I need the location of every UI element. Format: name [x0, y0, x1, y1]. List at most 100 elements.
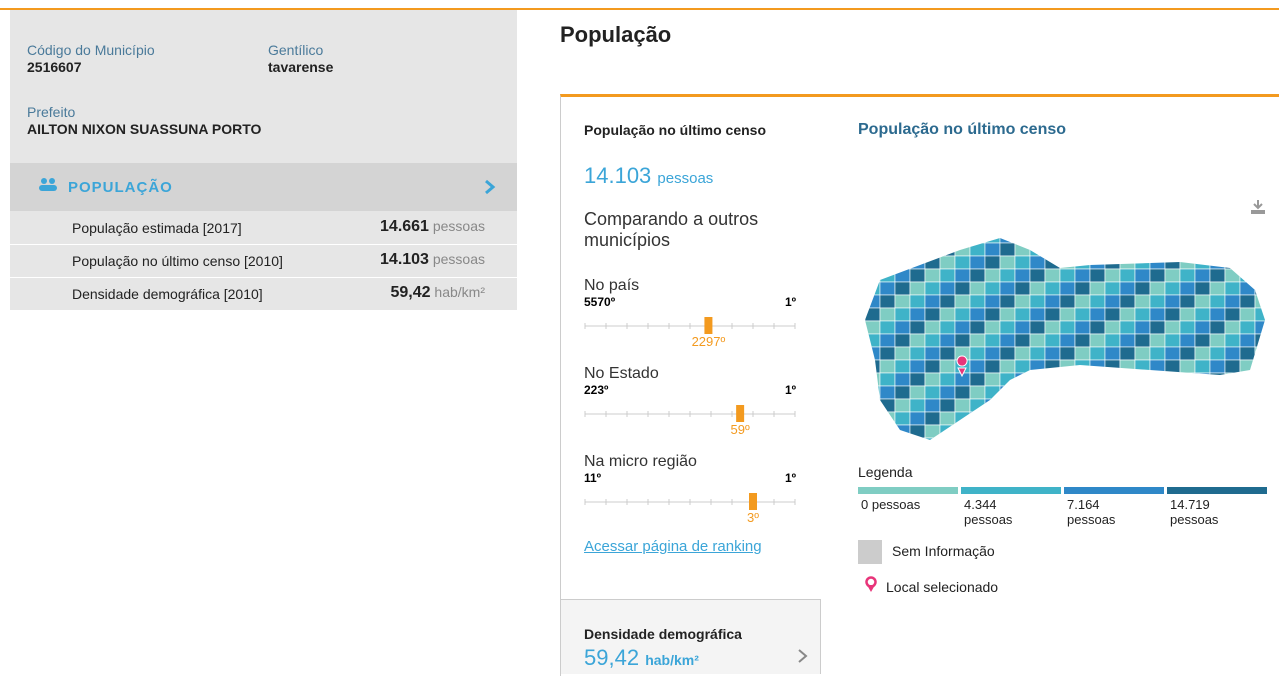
- ranking-max: 1º: [785, 471, 797, 485]
- map-region: [969, 281, 986, 296]
- map-region: [894, 346, 911, 361]
- map-region: [894, 359, 911, 374]
- map-region: [1194, 424, 1211, 439]
- map-region: [939, 424, 956, 439]
- map-region: [1179, 333, 1196, 348]
- map-region: [1179, 255, 1196, 270]
- map-region: [1134, 294, 1151, 309]
- map-region: [999, 281, 1016, 296]
- map-region: [1089, 437, 1106, 440]
- map-region: [1254, 346, 1265, 361]
- map-region: [1179, 242, 1196, 257]
- map-region: [865, 359, 866, 374]
- map-region: [1164, 255, 1181, 270]
- download-icon[interactable]: [1250, 199, 1266, 215]
- map-region: [865, 372, 881, 387]
- map-region: [1239, 333, 1256, 348]
- map-region: [894, 268, 911, 283]
- map-region: [1164, 346, 1181, 361]
- map-region: [1209, 281, 1226, 296]
- map-region: [1089, 307, 1106, 322]
- map-region: [1224, 238, 1241, 244]
- map-region: [1059, 398, 1076, 413]
- ranking-min: 11º: [584, 471, 602, 485]
- legend-swatch: [961, 487, 1061, 494]
- map-region: [1254, 437, 1265, 440]
- next-card[interactable]: [560, 599, 821, 674]
- row-value: 59,42: [390, 284, 431, 301]
- map-region: [1239, 346, 1256, 361]
- map-region: [1089, 320, 1106, 335]
- map-region: [1254, 359, 1265, 374]
- next-card-title: Densidade demográfica: [584, 626, 742, 642]
- slider-marker-label: 2297º: [692, 334, 726, 349]
- map-region: [1044, 411, 1061, 426]
- map-region: [865, 398, 866, 413]
- map-region: [1270, 438, 1275, 450]
- map-region: [1134, 398, 1151, 413]
- map-region: [924, 424, 941, 439]
- sidebar-row: População no último censo [2010] 14.103 p…: [10, 244, 517, 278]
- map-region: [1029, 255, 1046, 270]
- map-region: [1209, 372, 1226, 387]
- prefeito: AILTON NIXON SUASSUNA PORTO: [27, 121, 262, 137]
- map-region: [894, 255, 911, 270]
- map-region: [1074, 294, 1091, 309]
- map-region: [999, 320, 1016, 335]
- map-region: [1134, 385, 1151, 400]
- map-region: [909, 242, 926, 257]
- card: [560, 94, 1279, 676]
- map-region: [879, 359, 896, 374]
- map-region: [1254, 385, 1265, 400]
- map-region: [1059, 268, 1076, 283]
- map-region: [1224, 398, 1241, 413]
- map-region: [924, 268, 941, 283]
- map-region: [909, 398, 926, 413]
- map-region: [865, 411, 866, 426]
- map-region: [1164, 398, 1181, 413]
- map-region: [1224, 437, 1241, 440]
- card-value: 14.103: [584, 163, 652, 188]
- map-region: [1029, 333, 1046, 348]
- map-region: [909, 411, 926, 426]
- map-region: [954, 385, 971, 400]
- map-region: [1044, 333, 1061, 348]
- map-region: [999, 411, 1016, 426]
- map-region: [1164, 372, 1181, 387]
- map-region: [999, 238, 1016, 244]
- map-region: [1059, 320, 1076, 335]
- slider-marker-label: 3º: [747, 510, 759, 525]
- map-region: [984, 437, 1001, 440]
- row-unit: pessoas: [432, 251, 485, 267]
- slider-marker: [749, 493, 757, 510]
- map-region: [939, 359, 956, 374]
- ranking-link[interactable]: Acessar página de ranking: [584, 538, 762, 555]
- map-region: [1164, 307, 1181, 322]
- map-region: [924, 359, 941, 374]
- map-region: [1254, 238, 1265, 244]
- map-region: [1164, 294, 1181, 309]
- map-region: [879, 424, 896, 439]
- map-region: [969, 333, 986, 348]
- map-region: [1119, 281, 1136, 296]
- map-region: [954, 411, 971, 426]
- map-region: [1270, 373, 1275, 386]
- map-region: [1164, 268, 1181, 283]
- map-region: [969, 372, 986, 387]
- map-region: [924, 385, 941, 400]
- map-region: [1224, 333, 1241, 348]
- section-header[interactable]: [10, 163, 517, 211]
- map-region: [909, 281, 926, 296]
- map-region: [1119, 398, 1136, 413]
- map-region: [1104, 255, 1121, 270]
- map-region: [969, 255, 986, 270]
- map-region: [865, 238, 866, 244]
- map-region: [1089, 281, 1106, 296]
- map-region: [879, 242, 896, 257]
- map-region: [1014, 372, 1031, 387]
- map-region: [1224, 294, 1241, 309]
- map-region: [865, 294, 881, 309]
- map-region: [1254, 411, 1265, 426]
- map-region: [1149, 398, 1166, 413]
- map-region: [1149, 372, 1166, 387]
